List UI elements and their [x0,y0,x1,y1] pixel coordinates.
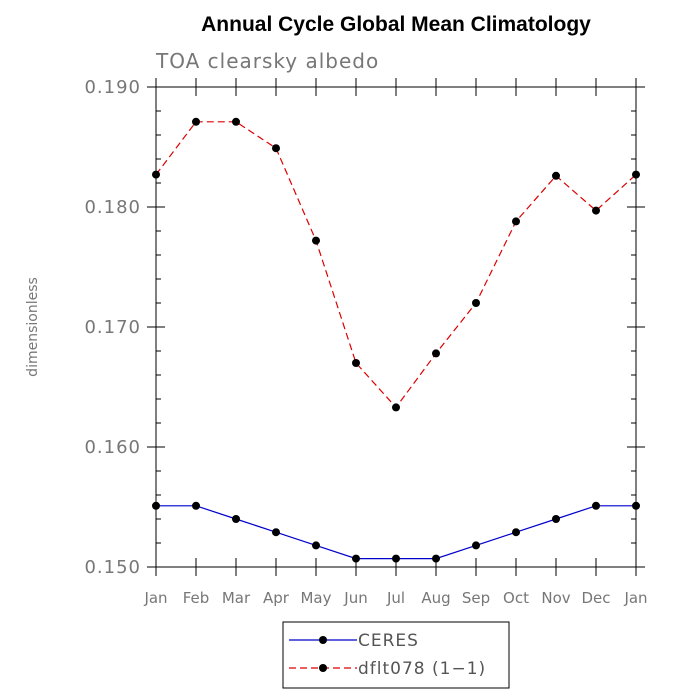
data-point [352,359,360,367]
series-line [155,121,637,409]
x-tick-label: Aug [421,589,450,607]
y-tick-label: 0.150 [84,557,141,578]
data-point [592,501,600,510]
y-tick-label: 0.180 [84,197,141,218]
data-point [312,236,320,245]
data-point [192,117,200,126]
legend-box [282,621,510,689]
data-point [272,144,280,153]
data-point [552,515,560,523]
data-point [352,554,360,563]
data-point [512,217,520,226]
chart-title: Annual Cycle Global Mean Climatology [201,13,591,36]
legend-marker [319,664,327,672]
data-point [472,541,480,550]
data-point [432,554,440,563]
legend: CERES dflt078 (1−1) [282,621,510,689]
y-tick-label: 0.160 [84,437,141,458]
data-point [232,117,240,126]
axis-ticks [147,78,645,576]
data-point [392,554,400,563]
x-tick-label: Nov [541,589,570,607]
data-point [272,528,280,537]
x-tick-label: May [300,589,331,607]
data-point [512,528,520,537]
legend-marker [319,636,327,644]
legend-label: CERES [358,631,419,651]
legend-item-0: CERES [289,631,419,651]
x-tick-label: Sep [462,589,490,607]
chart-subtitle: TOA clearsky albedo [155,49,379,73]
x-tick-label: Apr [263,589,290,607]
x-tick-label: Mar [222,589,251,607]
x-tick-label: Jul [386,589,405,607]
plot-frame [155,86,637,568]
x-tick-label: Dec [581,589,610,607]
data-point [592,206,600,215]
x-tick-label: Jun [343,589,367,607]
legend-items: CERES dflt078 (1−1) [289,631,486,679]
x-tick-label: Jan [143,589,167,607]
x-tick-labels: Jan Feb Mar Apr May Jun Jul Aug Sep Oct Nov Dec Jan [143,589,647,607]
y-axis-label: dimensionless [25,277,41,377]
data-point [392,403,400,412]
y-tick-label: 0.170 [84,317,141,338]
series-1 [152,117,640,412]
series-0 [152,501,640,563]
data-point [152,501,160,510]
data-point [232,515,240,523]
y-tick-labels: 0.150 0.160 0.170 0.180 0.190 [84,77,141,578]
series-layer [152,117,640,563]
data-point [552,171,560,180]
legend-item-1: dflt078 (1−1) [289,659,486,679]
x-tick-label: Feb [183,589,210,607]
data-point [152,170,160,179]
data-point [312,541,320,550]
y-tick-label: 0.190 [84,77,141,98]
x-tick-label: Oct [503,589,529,607]
data-point [632,170,640,179]
data-point [632,501,640,510]
series-line [156,505,636,560]
data-point [192,501,200,510]
data-point [472,299,480,307]
legend-label: dflt078 (1−1) [358,659,486,679]
data-point [432,349,440,358]
x-tick-label: Jan [623,589,647,607]
